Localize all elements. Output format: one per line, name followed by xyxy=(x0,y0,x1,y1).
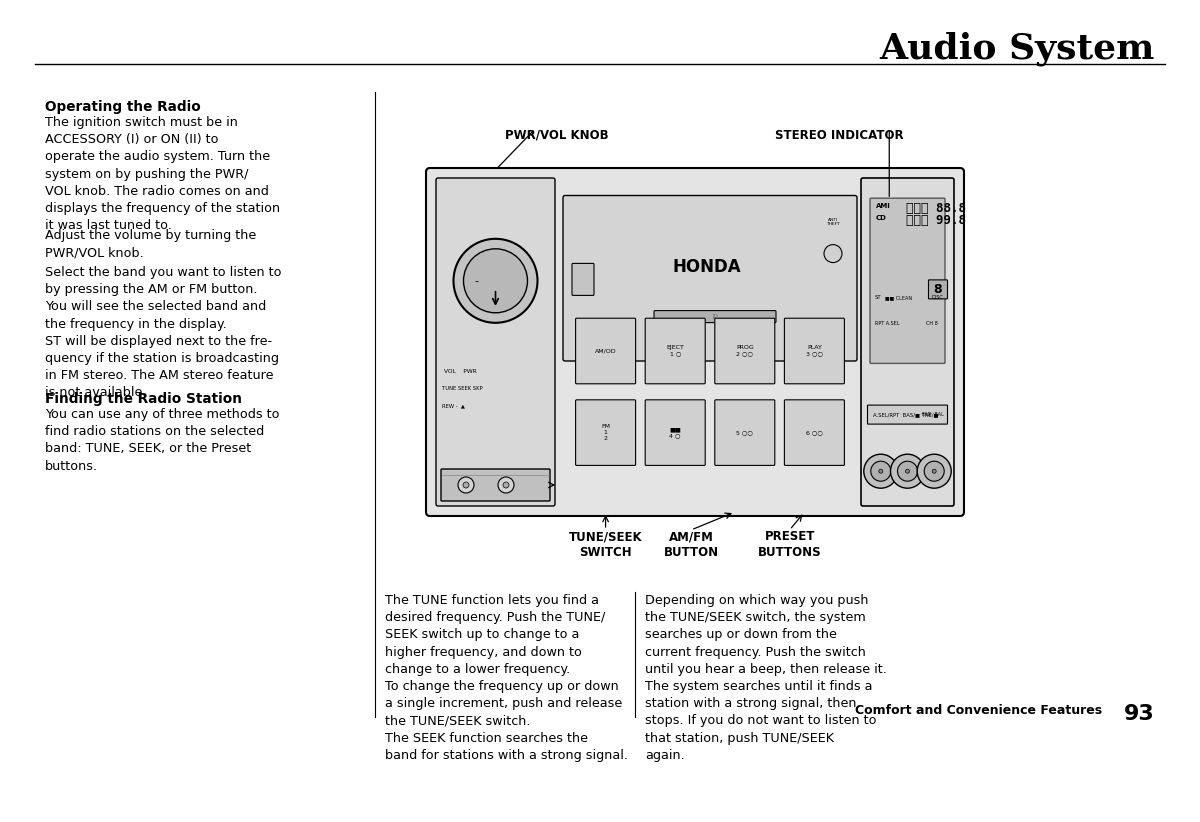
Circle shape xyxy=(463,482,469,488)
Text: PLAY
3 ○○: PLAY 3 ○○ xyxy=(806,345,823,357)
FancyBboxPatch shape xyxy=(646,399,706,465)
Circle shape xyxy=(924,461,944,481)
Text: RPT A.SEL: RPT A.SEL xyxy=(875,321,900,326)
Text: TUNE/SEEK
SWITCH: TUNE/SEEK SWITCH xyxy=(569,530,642,559)
FancyBboxPatch shape xyxy=(870,198,946,363)
Text: PROG
2 ○○: PROG 2 ○○ xyxy=(736,345,754,357)
Text: ANTI
THEFT: ANTI THEFT xyxy=(826,218,840,226)
Text: DISC: DISC xyxy=(931,295,943,300)
FancyBboxPatch shape xyxy=(654,311,776,322)
Circle shape xyxy=(463,249,528,313)
Circle shape xyxy=(871,461,890,481)
Text: AM/FM
BUTTON: AM/FM BUTTON xyxy=(664,530,719,559)
Text: TUNE SEEK SKP: TUNE SEEK SKP xyxy=(442,386,482,391)
FancyBboxPatch shape xyxy=(576,318,636,384)
FancyBboxPatch shape xyxy=(715,399,775,465)
FancyBboxPatch shape xyxy=(442,469,550,501)
Text: AM/OD: AM/OD xyxy=(595,349,617,353)
Text: CH 8: CH 8 xyxy=(926,321,937,326)
Text: 6 ○○: 6 ○○ xyxy=(806,430,823,435)
Circle shape xyxy=(824,245,842,262)
Circle shape xyxy=(890,455,924,488)
Text: 8: 8 xyxy=(934,283,942,296)
Circle shape xyxy=(498,477,514,493)
Circle shape xyxy=(932,469,936,473)
Text: VOL    PWR: VOL PWR xyxy=(444,369,476,374)
Circle shape xyxy=(503,482,509,488)
Text: PRESET
BUTTONS: PRESET BUTTONS xyxy=(757,530,822,559)
Text: ⅡⅡⅡ 88.8: ⅡⅡⅡ 88.8 xyxy=(906,202,966,215)
FancyBboxPatch shape xyxy=(436,178,554,506)
FancyBboxPatch shape xyxy=(576,399,636,465)
FancyBboxPatch shape xyxy=(862,178,954,506)
Circle shape xyxy=(878,469,883,473)
Text: STEREO INDICATOR: STEREO INDICATOR xyxy=(775,129,904,142)
Text: Operating the Radio: Operating the Radio xyxy=(46,100,200,114)
Circle shape xyxy=(917,455,952,488)
Text: 93: 93 xyxy=(1124,704,1154,724)
Text: 5 ○○: 5 ○○ xyxy=(737,430,754,435)
Text: -: - xyxy=(474,276,479,286)
FancyBboxPatch shape xyxy=(715,318,775,384)
Circle shape xyxy=(906,469,910,473)
Circle shape xyxy=(898,461,918,481)
FancyBboxPatch shape xyxy=(868,405,948,424)
Text: JD: JD xyxy=(712,314,718,319)
FancyBboxPatch shape xyxy=(785,399,845,465)
FancyBboxPatch shape xyxy=(646,318,706,384)
Text: CD: CD xyxy=(876,215,887,221)
FancyBboxPatch shape xyxy=(563,196,857,361)
Circle shape xyxy=(454,239,538,323)
Circle shape xyxy=(864,455,898,488)
Text: Audio System: Audio System xyxy=(880,32,1154,67)
Text: ⅡⅡⅡ 99.8: ⅡⅡⅡ 99.8 xyxy=(906,215,966,227)
Text: ■■ CLEAN: ■■ CLEAN xyxy=(886,295,912,300)
Text: PWR/VOL KNOB: PWR/VOL KNOB xyxy=(505,129,608,142)
Text: Select the band you want to listen to
by pressing the AM or FM button.
You will : Select the band you want to listen to by… xyxy=(46,266,282,399)
Text: EJECT
1 ○: EJECT 1 ○ xyxy=(666,345,684,357)
Text: FM
1
2: FM 1 2 xyxy=(601,424,610,441)
Text: ■■
4 ○: ■■ 4 ○ xyxy=(670,427,682,438)
Text: The TUNE function lets you find a
desired frequency. Push the TUNE/
SEEK switch : The TUNE function lets you find a desire… xyxy=(385,594,628,762)
Text: FAD  BAL: FAD BAL xyxy=(922,412,944,417)
Text: REW -  ▲: REW - ▲ xyxy=(442,404,464,409)
Text: A.SEL/RPT  BAS/■ TRE/■: A.SEL/RPT BAS/■ TRE/■ xyxy=(874,412,938,417)
Text: You can use any of three methods to
find radio stations on the selected
band: TU: You can use any of three methods to find… xyxy=(46,408,280,473)
Text: Depending on which way you push
the TUNE/SEEK switch, the system
searches up or : Depending on which way you push the TUNE… xyxy=(646,594,887,762)
Circle shape xyxy=(458,477,474,493)
Text: Adjust the volume by turning the
PWR/VOL knob.: Adjust the volume by turning the PWR/VOL… xyxy=(46,229,257,259)
FancyBboxPatch shape xyxy=(785,318,845,384)
Text: HONDA: HONDA xyxy=(672,258,740,276)
Text: Comfort and Convenience Features: Comfort and Convenience Features xyxy=(854,704,1102,717)
FancyBboxPatch shape xyxy=(426,168,964,516)
FancyBboxPatch shape xyxy=(929,279,948,299)
Text: AMⅠ: AMⅠ xyxy=(876,203,890,210)
Text: ST: ST xyxy=(875,295,882,300)
Text: The ignition switch must be in
ACCESSORY (I) or ON (II) to
operate the audio sys: The ignition switch must be in ACCESSORY… xyxy=(46,116,280,232)
Text: Finding the Radio Station: Finding the Radio Station xyxy=(46,392,242,406)
FancyBboxPatch shape xyxy=(572,263,594,295)
